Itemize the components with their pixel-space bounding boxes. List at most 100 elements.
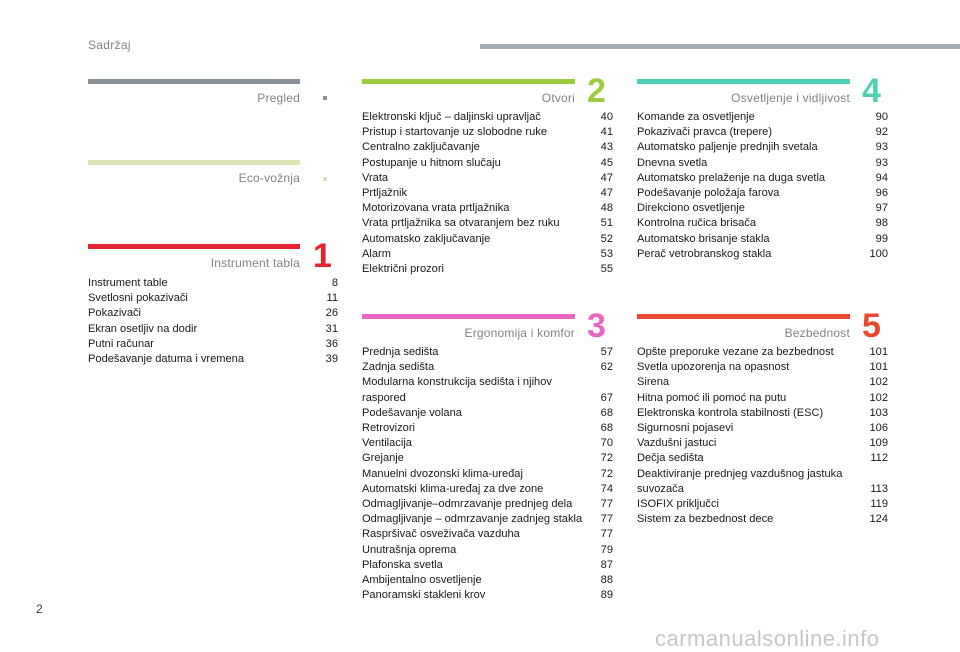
toc-entry[interactable]: Pokazivači 26: [88, 306, 338, 321]
toc-entry-title: Dnevna svetla: [637, 156, 708, 169]
toc-entry-title: Putni računar: [88, 337, 154, 350]
toc-entry[interactable]: Prtljažnik 47: [362, 186, 613, 201]
toc-entry-page: 97: [875, 202, 888, 215]
toc-entry[interactable]: Modularna konstrukcija sedišta i njihov …: [362, 375, 613, 405]
toc-entry[interactable]: Instrument table 8: [88, 276, 338, 291]
toc-entry-title: Svetlosni pokazivači: [88, 292, 188, 305]
toc-entry[interactable]: Automatski klima-uređaj za dve zone 74: [362, 482, 613, 497]
toc-entry[interactable]: Perač vetrobranskog stakla 100: [637, 247, 888, 262]
toc-entry[interactable]: Ventilacija 70: [362, 436, 613, 451]
toc-entry-page: 36: [325, 337, 338, 350]
toc-entry[interactable]: Podešavanje položaja farova 96: [637, 186, 888, 201]
toc-entry[interactable]: Odmagljivanje – odmrzavanje zadnjeg stak…: [362, 512, 613, 527]
toc-entry-page: 52: [600, 232, 613, 245]
instrument-bar: [88, 244, 300, 249]
toc-entry-title: Unutrašnja oprema: [362, 543, 457, 556]
toc-entry-title: Centralno zaključavanje: [362, 141, 480, 154]
toc-entry-page: 31: [325, 322, 338, 335]
toc-entry-title: Manuelni dvozonski klima-uređaj: [362, 467, 523, 480]
toc-entry-title: Hitna pomoć ili pomoć na putu: [637, 391, 787, 404]
toc-entry[interactable]: Sistem za bezbednost dece 124: [637, 512, 888, 527]
toc-entry-page: 48: [600, 202, 613, 215]
toc-entry-page: 77: [600, 513, 613, 526]
toc-entry-title: Automatski klima-uređaj za dve zone: [362, 482, 544, 495]
toc-entry[interactable]: Automatsko paljenje prednjih svetala 93: [637, 140, 888, 155]
toc-entry[interactable]: Deaktiviranje prednjeg vazdušnog jastuka…: [637, 467, 888, 497]
toc-entry[interactable]: Kontrolna ručica brisača 98: [637, 216, 888, 231]
toc-entry-title: Opšte preporuke vezane za bezbednost: [637, 346, 834, 358]
toc-entry[interactable]: Retrovizori 68: [362, 421, 613, 436]
toc-entry-page: 102: [869, 391, 888, 404]
toc-entry-title: Dečja sedišta: [637, 452, 704, 465]
toc-entry[interactable]: Vrata prtljažnika sa otvaranjem bez ruku…: [362, 216, 613, 231]
instrument-title[interactable]: Instrument tabla: [210, 256, 300, 270]
toc-entry[interactable]: Komande za osvetljenje 90: [637, 110, 888, 125]
eco-title[interactable]: Eco-vožnja: [238, 171, 300, 185]
toc-entry[interactable]: Podešavanje volana 68: [362, 406, 613, 421]
toc-entry[interactable]: Vazdušni jastuci 109: [637, 436, 888, 451]
toc-entry[interactable]: Sigurnosni pojasevi 106: [637, 421, 888, 436]
toc-entry[interactable]: Automatsko brisanje stakla 99: [637, 232, 888, 247]
toc-entry-title: Sistem za bezbednost dece: [637, 513, 774, 526]
toc-entry[interactable]: Svetlosni pokazivači 11: [88, 291, 338, 306]
toc-entry-page: 99: [875, 232, 888, 245]
toc-entry[interactable]: Ambijentalno osvetljenje 88: [362, 573, 613, 588]
toc-entry[interactable]: Elektronski ključ – daljinski upravljač 4…: [362, 110, 613, 125]
toc-entry-page: 102: [869, 376, 888, 389]
page-number: 2: [36, 602, 43, 616]
toc-entry[interactable]: Postupanje u hitnom slučaju 45: [362, 156, 613, 171]
bezbednost-title[interactable]: Bezbednost: [784, 326, 850, 340]
toc-entry-title: Elektronski ključ – daljinski upravljač: [362, 111, 541, 123]
toc-entry[interactable]: Pristup i startovanje uz slobodne ruke 41: [362, 125, 613, 140]
toc-entry-title: Elektronska kontrola stabilnosti (ESC): [637, 406, 824, 419]
toc-entry[interactable]: Automatsko prelaženje na duga svetla 94: [637, 171, 888, 186]
toc-entry[interactable]: Raspršivač osveživača vazduha 77: [362, 527, 613, 542]
toc-entry[interactable]: Odmagljivanje–odmrzavanje prednjeg dela 7…: [362, 497, 613, 512]
eco-bar: [88, 160, 300, 165]
toc-entry[interactable]: Podešavanje datuma i vremena 39: [88, 352, 338, 367]
toc-entry-title: Podešavanje datuma i vremena: [88, 353, 245, 366]
osvetljenje-title[interactable]: Osvetljenje i vidljivost: [731, 91, 850, 105]
toc-entry-title: Svetla upozorenja na opasnost: [637, 361, 790, 374]
toc-entry-page: 88: [600, 574, 613, 587]
toc-entry[interactable]: ISOFIX priključci 119: [637, 497, 888, 512]
toc-entry[interactable]: Dečja sedišta 112: [637, 451, 888, 466]
toc-entry-title: Modularna konstrukcija sedišta i njihov …: [362, 376, 552, 404]
toc-entry[interactable]: Ekran osetljiv na dodir 31: [88, 322, 338, 337]
toc-entry[interactable]: Motorizovana vrata prtljažnika 48: [362, 201, 613, 216]
toc-entry[interactable]: Zadnja sedišta 62: [362, 360, 613, 375]
toc-entry-page: 77: [600, 498, 613, 511]
toc-entry-page: 68: [600, 422, 613, 435]
toc-entry[interactable]: Centralno zaključavanje 43: [362, 140, 613, 155]
otvori-title[interactable]: Otvori: [541, 91, 575, 105]
toc-entry[interactable]: Panoramski stakleni krov 89: [362, 588, 613, 603]
toc-entry[interactable]: Električni prozori 55: [362, 262, 613, 277]
pregled-title[interactable]: Pregled: [257, 91, 300, 105]
toc-entry[interactable]: Putni računar 36: [88, 337, 338, 352]
toc-entry[interactable]: Elektronska kontrola stabilnosti (ESC) 10…: [637, 406, 888, 421]
toc-entry-title: Zadnja sedišta: [362, 361, 435, 374]
toc-entry[interactable]: Dnevna svetla 93: [637, 156, 888, 171]
toc-entry[interactable]: Opšte preporuke vezane za bezbednost 101: [637, 345, 888, 360]
toc-entry[interactable]: Unutrašnja oprema 79: [362, 543, 613, 558]
toc-entry-page: 62: [600, 361, 613, 374]
toc-entry[interactable]: Automatsko zaključavanje 52: [362, 232, 613, 247]
toc-entry-page: 79: [600, 543, 613, 556]
toc-entry[interactable]: Svetla upozorenja na opasnost 101: [637, 360, 888, 375]
toc-entry-page: 72: [600, 467, 613, 480]
toc-entry[interactable]: Hitna pomoć ili pomoć na putu 102: [637, 391, 888, 406]
toc-entry[interactable]: Plafonska svetla 87: [362, 558, 613, 573]
toc-entry[interactable]: Prednja sedišta 57: [362, 345, 613, 360]
toc-entry[interactable]: Alarm 53: [362, 247, 613, 262]
toc-entry-title: Podešavanje volana: [362, 406, 462, 419]
toc-entry-page: 67: [600, 391, 613, 404]
toc-entry-page: 90: [875, 111, 888, 123]
toc-entry[interactable]: Pokazivači pravca (trepere) 92: [637, 125, 888, 140]
toc-entry[interactable]: Grejanje 72: [362, 451, 613, 466]
toc-entry[interactable]: Sirena 102: [637, 375, 888, 390]
toc-entry[interactable]: Direkciono osvetljenje 97: [637, 201, 888, 216]
toc-entry[interactable]: Vrata 47: [362, 171, 613, 186]
toc-entry[interactable]: Manuelni dvozonski klima-uređaj 72: [362, 467, 613, 482]
toc-entry-title: Vazdušni jastuci: [637, 437, 717, 450]
ergonomija-title[interactable]: Ergonomija i komfor: [464, 326, 575, 340]
